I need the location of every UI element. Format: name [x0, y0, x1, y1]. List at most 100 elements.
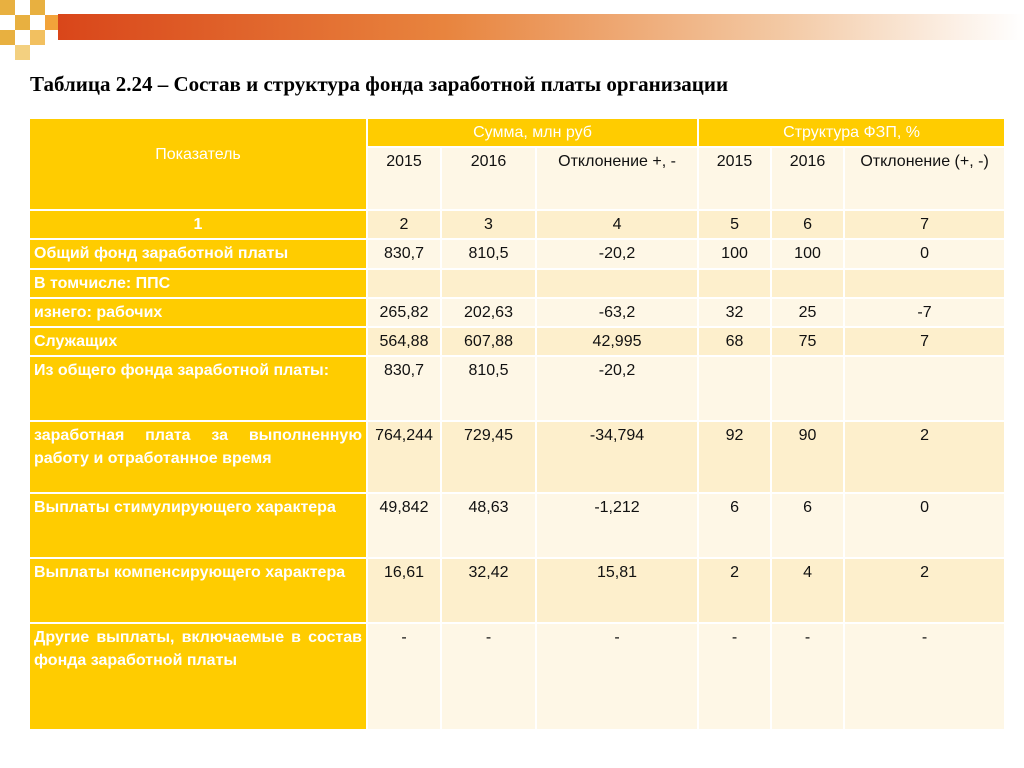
cell: [770, 355, 846, 422]
cell: 0: [843, 492, 1007, 559]
group-header: Сумма, млн руб: [365, 117, 700, 148]
row-label: заработная плата за выполненную работу и…: [28, 420, 368, 494]
cell: 68: [697, 326, 773, 357]
cell: -1,212: [534, 492, 700, 559]
cell: 75: [770, 326, 846, 357]
cell: 564,88: [366, 326, 442, 357]
cell: 90: [770, 420, 846, 494]
cell: 32: [697, 297, 773, 328]
corner-cell: Показатель: [28, 117, 368, 211]
cell: 830,7: [366, 355, 442, 422]
column-header: Отклонение (+, -): [843, 146, 1007, 211]
column-header: Отклонение +, -: [534, 146, 700, 211]
cell: 202,63: [440, 297, 537, 328]
number-cell: 1: [28, 209, 368, 240]
cell: 6: [770, 492, 846, 559]
decor: [30, 0, 45, 15]
table: Показатель Сумма, млн руб Структура ФЗП, %…: [28, 117, 1007, 731]
number-cell: 5: [697, 209, 773, 240]
header-row: Показатель Сумма, млн руб Структура ФЗП, %: [28, 117, 1007, 211]
decor: [15, 15, 30, 30]
cell: 810,5: [440, 355, 537, 422]
cell: 265,82: [366, 297, 442, 328]
cell: [534, 268, 700, 299]
table-row: изнего: рабочих 265,82 202,63 -63,2 32 25 -7: [28, 297, 1007, 328]
cell: 0: [843, 238, 1007, 270]
column-header: 2016: [440, 146, 537, 211]
cell: 92: [697, 420, 773, 494]
column-header: 2015: [697, 146, 773, 211]
cell: [366, 268, 442, 299]
decor: [15, 45, 30, 60]
table-row: Общий фонд заработной платы 830,7 810,5 -20…: [28, 238, 1007, 270]
row-label: Выплаты компенсирующего характера: [28, 557, 368, 624]
cell: 25: [770, 297, 846, 328]
cell: -20,2: [534, 238, 700, 270]
table-row: Выплаты стимулирующего характера 49,842 48…: [28, 492, 1007, 559]
cell: 830,7: [366, 238, 442, 270]
cell: 48,63: [440, 492, 537, 559]
column-header: 2015: [366, 146, 442, 211]
number-cell: 4: [534, 209, 700, 240]
cell: 15,81: [534, 557, 700, 624]
cell: 16,61: [366, 557, 442, 624]
header-bar: [58, 14, 1024, 40]
number-cell: 3: [440, 209, 537, 240]
row-label: Выплаты стимулирующего характера: [28, 492, 368, 559]
cell: 100: [770, 238, 846, 270]
cell: 2: [843, 420, 1007, 494]
cell: [843, 355, 1007, 422]
table-row: В томчисле: ППС: [28, 268, 1007, 299]
header-row: 2015 2016 Отклонение +, -2015 2016 Отклонени…: [29, 146, 1007, 211]
group-header: Структура ФЗП, %: [697, 117, 1007, 148]
cell: 32,42: [440, 557, 537, 624]
row-label: Из общего фонда заработной платы:: [28, 355, 368, 422]
cell: -: [440, 622, 537, 731]
cell: 810,5: [440, 238, 537, 270]
cell: 6: [697, 492, 773, 559]
cell: 764,244: [366, 420, 442, 494]
row-label: изнего: рабочих: [28, 297, 368, 328]
cell: 49,842: [366, 492, 442, 559]
cell: [843, 268, 1007, 299]
cell: -: [770, 622, 846, 731]
table-row: заработная плата за выполненную работу и…: [28, 420, 1007, 494]
decor: [30, 30, 45, 45]
cell: [440, 268, 537, 299]
cell: [770, 268, 846, 299]
row-label: Служащих: [28, 326, 368, 357]
table-row: Служащих 564,88 607,88 42,995 68 75 7: [28, 326, 1007, 357]
number-cell: 2: [366, 209, 442, 240]
cell: -63,2: [534, 297, 700, 328]
cell: -: [534, 622, 700, 731]
cell: -: [843, 622, 1007, 731]
cell: 607,88: [440, 326, 537, 357]
row-label: Общий фонд заработной платы: [28, 238, 368, 270]
cell: -20,2: [534, 355, 700, 422]
row-label: В томчисле: ППС: [28, 268, 368, 299]
title: Таблица 2.24 – Состав и структура фонда …: [30, 72, 729, 96]
number-cell: 6: [770, 209, 846, 240]
cell: [697, 268, 773, 299]
cell: -7: [843, 297, 1007, 328]
table-row: Из общего фонда заработной платы: 830,7 81…: [28, 355, 1007, 422]
row-label: Другие выплаты, включаемые в состав фонд…: [28, 622, 368, 731]
cell: -34,794: [534, 420, 700, 494]
cell: [697, 355, 773, 422]
column-header: 2016: [770, 146, 846, 211]
cell: 42,995: [534, 326, 700, 357]
cell: 100: [697, 238, 773, 270]
cell: 4: [770, 557, 846, 624]
cell: -: [697, 622, 773, 731]
cell: 729,45: [440, 420, 537, 494]
cell: 7: [843, 326, 1007, 357]
decor: [45, 15, 60, 30]
cell: -: [366, 622, 442, 731]
cell: 2: [843, 557, 1007, 624]
number-cell: 7: [843, 209, 1007, 240]
cell: 2: [697, 557, 773, 624]
table-row: Другие выплаты, включаемые в состав фонд…: [28, 622, 1007, 731]
decor: [0, 0, 15, 15]
table-row: Выплаты компенсирующего характера 16,61 32…: [28, 557, 1007, 624]
